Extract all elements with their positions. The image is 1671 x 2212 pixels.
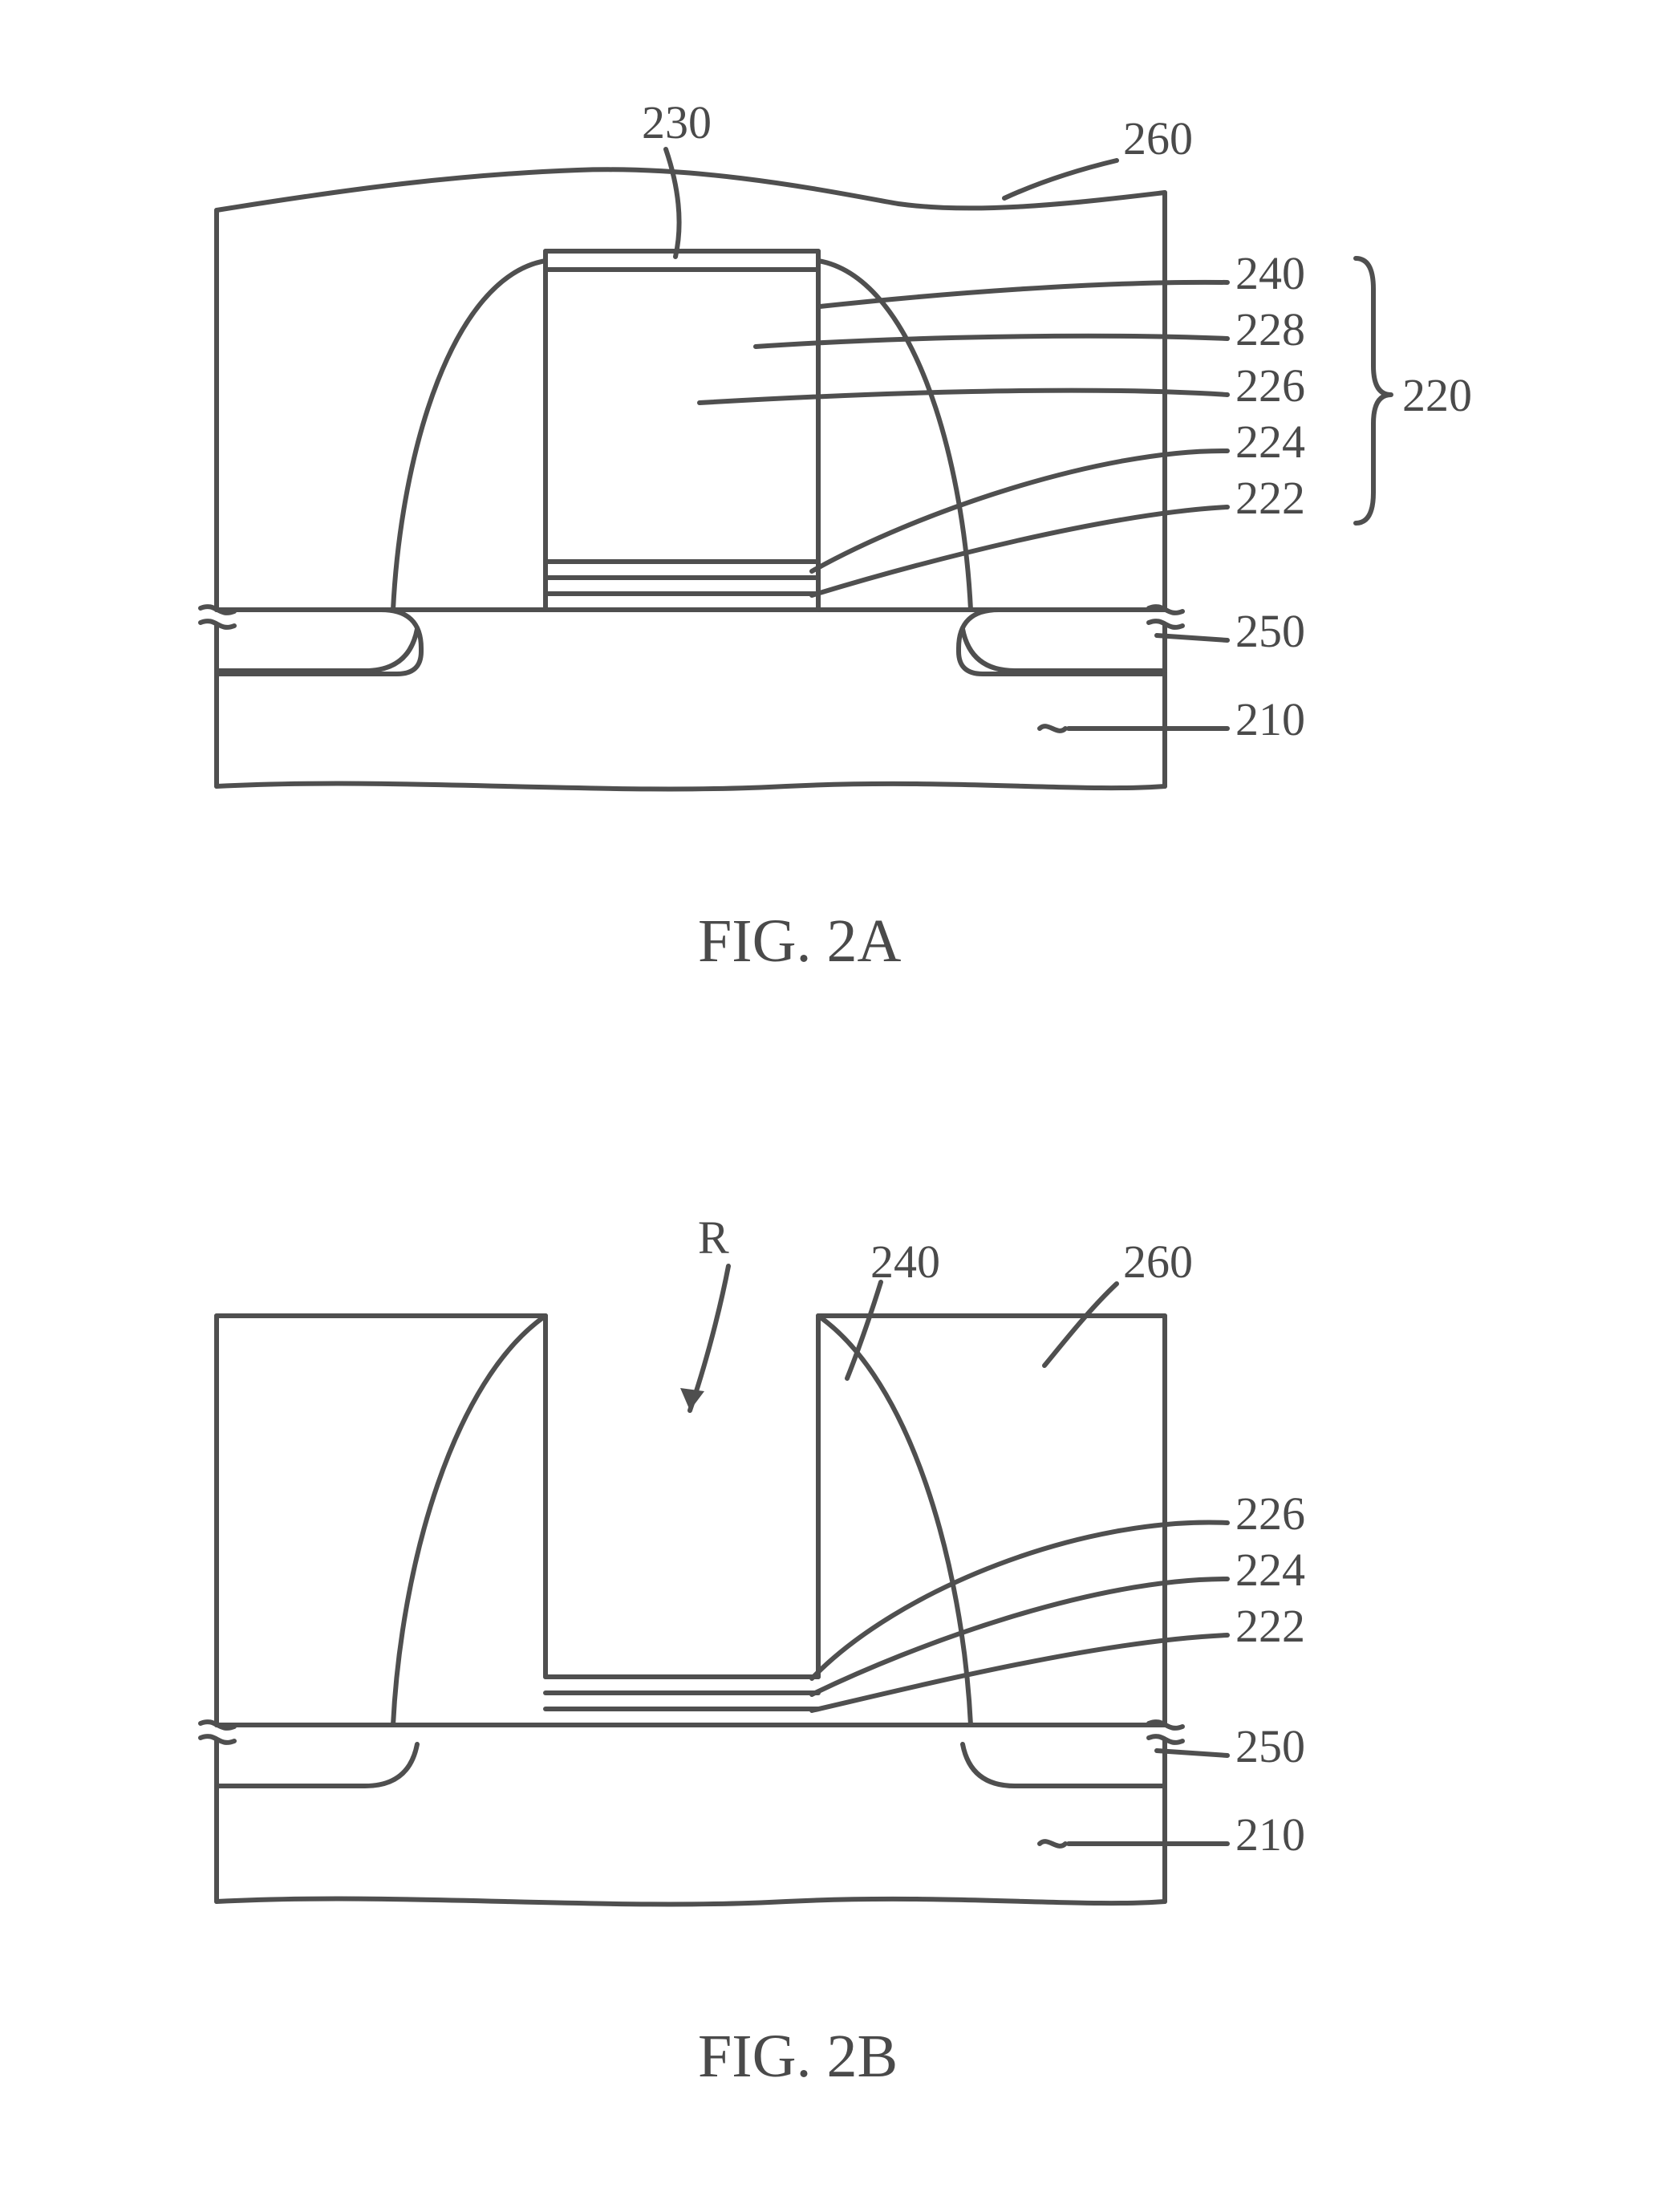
labelB-222: 222 <box>1235 1600 1305 1652</box>
labelB-226: 226 <box>1235 1488 1305 1540</box>
label-224: 224 <box>1235 416 1305 468</box>
label-210: 210 <box>1235 693 1305 745</box>
fig2b-title: FIG. 2B <box>698 2022 898 2092</box>
labelB-224: 224 <box>1235 1544 1305 1596</box>
fig2b-sd-pocket-left <box>217 1744 417 1786</box>
leadB-210-tilde <box>1040 1841 1065 1846</box>
labelB-R: R <box>698 1212 729 1264</box>
fig2b-sd-pocket-right <box>963 1744 1165 1786</box>
label-226: 226 <box>1235 359 1305 412</box>
figure-2b: R 240 260 226 224 222 250 210 <box>0 1139 1671 2102</box>
leadB-260 <box>1044 1284 1117 1366</box>
brace-220 <box>1356 258 1391 523</box>
lead-210-tilde <box>1040 726 1065 731</box>
labelB-210: 210 <box>1235 1808 1305 1861</box>
lead-228 <box>756 336 1227 347</box>
lead-260 <box>1004 160 1117 198</box>
fig2a-sd-pocket-left <box>217 629 417 671</box>
label-250: 250 <box>1235 605 1305 657</box>
lead-226 <box>700 391 1227 403</box>
fig2b-labels: R 240 260 226 224 222 250 210 <box>698 1212 1305 1861</box>
label-260: 260 <box>1123 112 1193 164</box>
fig2b-bottom-outline <box>217 1899 1165 1905</box>
fig2a-sd-pocket-right <box>963 629 1165 671</box>
leadB-250 <box>1157 1751 1227 1755</box>
label-230: 230 <box>642 96 712 148</box>
fig2b-r-arrowhead <box>680 1388 704 1410</box>
label-222: 222 <box>1235 472 1305 524</box>
labelB-240: 240 <box>870 1236 940 1288</box>
label-228: 228 <box>1235 303 1305 355</box>
lead-250 <box>1157 635 1227 640</box>
lead-230 <box>666 149 679 257</box>
labelB-260: 260 <box>1123 1236 1193 1288</box>
label-240: 240 <box>1235 247 1305 299</box>
fig2a-bottom-outline <box>217 784 1165 789</box>
fig2b-spacer-right <box>818 1316 971 1725</box>
fig2a-gate-stack <box>546 251 818 610</box>
label-220: 220 <box>1402 369 1472 421</box>
fig2a-spacer-left <box>393 251 546 610</box>
fig2b-r-arrow <box>690 1266 728 1410</box>
fig2a-labels: 230 260 240 228 226 224 222 250 210 220 <box>642 96 1472 745</box>
labelB-250: 250 <box>1235 1720 1305 1772</box>
fig2b-spacer-left <box>393 1316 546 1725</box>
figure-2a: 230 260 240 228 226 224 222 250 210 220 <box>0 0 1671 1003</box>
fig2a-title: FIG. 2A <box>698 907 901 976</box>
